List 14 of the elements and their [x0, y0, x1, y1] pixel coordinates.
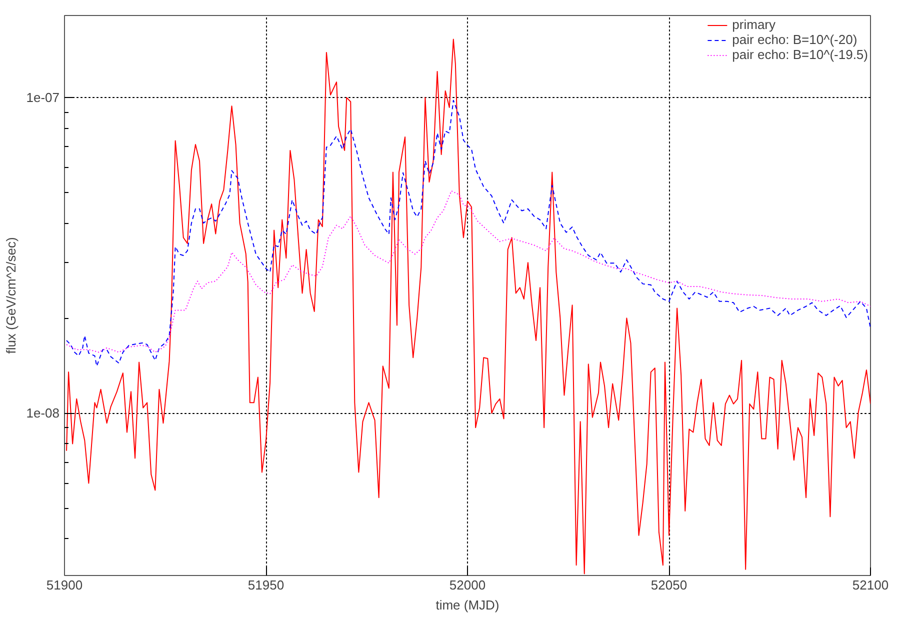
x-axis-title: time (MJD) — [436, 598, 500, 612]
x-tick-label: 52100 — [852, 578, 889, 592]
x-tick-label: 52050 — [650, 578, 688, 592]
legend-label: pair echo: B=10^(-19.5) — [732, 47, 868, 62]
x-tick-label: 51900 — [46, 578, 83, 592]
legend-label: pair echo: B=10^(-20) — [732, 32, 858, 47]
line-series — [66, 190, 870, 353]
x-tick-label: 51950 — [248, 578, 284, 592]
y-tick-label: 1e-07 — [26, 90, 60, 106]
legend-label: primary — [732, 17, 776, 32]
y-axis-title: flux (GeV/cm^2/sec) — [3, 237, 18, 354]
line-series — [66, 100, 870, 367]
y-tick-label: 1e-08 — [26, 406, 60, 421]
x-tick-label: 52000 — [449, 578, 486, 592]
